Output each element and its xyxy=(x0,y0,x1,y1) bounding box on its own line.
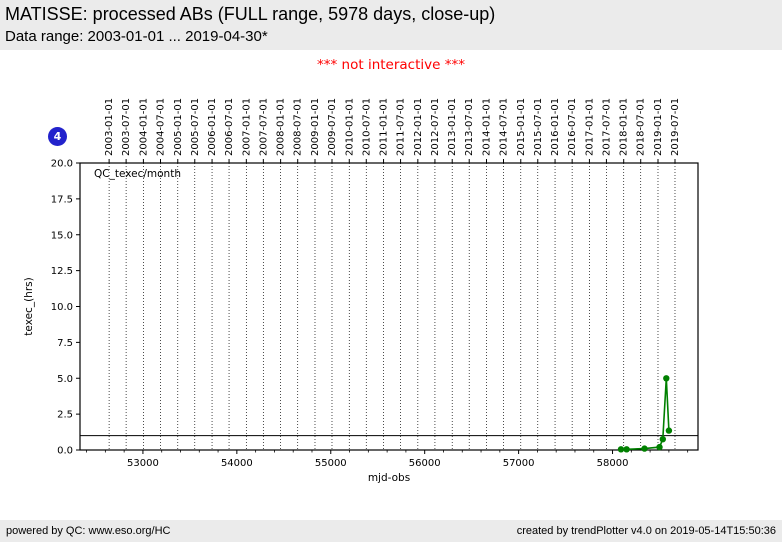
top-axis-date-label: 2015-07-01 xyxy=(533,98,544,156)
top-axis-date-label: 2006-07-01 xyxy=(224,98,235,156)
top-axis-date-label: 2017-01-01 xyxy=(584,98,595,156)
top-axis-date-label: 2010-01-01 xyxy=(344,98,355,156)
x-axis-tick-label: 55000 xyxy=(315,458,347,469)
x-axis-tick-label: 57000 xyxy=(503,458,535,469)
top-axis-date-label: 2019-01-01 xyxy=(653,98,664,156)
header: MATISSE: processed ABs (FULL range, 5978… xyxy=(0,0,782,50)
plot-count-badge[interactable]: 4 xyxy=(48,127,67,146)
top-axis-date-label: 2015-01-01 xyxy=(516,98,527,156)
top-axis-date-label: 2008-07-01 xyxy=(293,98,304,156)
top-axis-date-label: 2009-07-01 xyxy=(327,98,338,156)
x-axis-tick-label: 53000 xyxy=(127,458,159,469)
top-axis-date-label: 2005-07-01 xyxy=(190,98,201,156)
top-axis-date-label: 2018-01-01 xyxy=(619,98,630,156)
x-axis-tick-label: 56000 xyxy=(409,458,441,469)
data-point-marker xyxy=(623,446,630,453)
data-point-marker xyxy=(656,443,663,451)
page-title: MATISSE: processed ABs (FULL range, 5978… xyxy=(5,4,496,24)
y-axis-title: texec_(hrs) xyxy=(23,277,35,335)
top-axis-date-label: 2014-01-01 xyxy=(481,98,492,156)
legend-label: QC_texec/month xyxy=(94,168,181,180)
top-axis-date-label: 2010-07-01 xyxy=(361,98,372,156)
y-axis-tick-label: 7.5 xyxy=(57,338,73,349)
top-axis-date-label: 2004-01-01 xyxy=(138,98,149,156)
data-range-subtitle: Data range: 2003-01-01 ... 2019-04-30* xyxy=(5,28,268,45)
top-axis-date-label: 2017-07-01 xyxy=(601,98,612,156)
y-axis-tick-label: 0.0 xyxy=(57,446,73,457)
top-axis-date-label: 2003-07-01 xyxy=(121,98,132,156)
y-axis-tick-label: 5.0 xyxy=(57,374,73,385)
top-axis-date-label: 2013-07-01 xyxy=(464,98,475,156)
top-axis-date-label: 2009-01-01 xyxy=(310,98,321,156)
top-axis-date-label: 2006-01-01 xyxy=(207,98,218,156)
y-axis-tick-label: 20.0 xyxy=(51,159,73,170)
data-point-marker xyxy=(617,446,625,453)
data-point-marker xyxy=(665,427,673,434)
footer-powered-by: powered by QC: www.eso.org/HC xyxy=(6,525,171,537)
trend-plot-svg: 2003-01-01 2003-07-01 2004-01-01 2004-07-01… xyxy=(23,98,699,484)
data-point-marker xyxy=(641,445,648,452)
top-axis-date-label: 2007-01-01 xyxy=(241,98,252,156)
x-axis-tick-label: 54000 xyxy=(221,458,253,469)
plot-frame xyxy=(79,162,699,451)
top-axis-date-label: 2016-01-01 xyxy=(550,98,561,156)
top-axis-date-label: 2012-07-01 xyxy=(430,98,441,156)
not-interactive-notice: *** not interactive *** xyxy=(317,57,465,73)
top-axis-date-label: 2011-01-01 xyxy=(379,98,390,156)
data-point-marker xyxy=(659,436,666,443)
data-point-marker xyxy=(663,375,670,382)
top-axis-date-label: 2016-07-01 xyxy=(567,98,578,156)
footer-created-by: created by trendPlotter v4.0 on 2019-05-… xyxy=(516,525,776,537)
x-axis-title: mjd-obs xyxy=(368,472,410,484)
top-axis-date-label: 2011-07-01 xyxy=(396,98,407,156)
top-axis-date-label: 2008-01-01 xyxy=(276,98,287,156)
y-axis-tick-label: 10.0 xyxy=(51,302,73,313)
y-axis-tick-label: 12.5 xyxy=(51,266,73,277)
y-axis-tick-label: 2.5 xyxy=(57,410,73,421)
y-axis-tick-label: 15.0 xyxy=(51,230,73,241)
top-axis-date-label: 2013-01-01 xyxy=(447,98,458,156)
top-axis-date-label: 2004-07-01 xyxy=(155,98,166,156)
footer: powered by QC: www.eso.org/HC created by… xyxy=(0,520,782,542)
y-axis-tick-label: 17.5 xyxy=(51,194,73,205)
top-axis-date-label: 2018-07-01 xyxy=(636,98,647,156)
top-axis-date-label: 2019-07-01 xyxy=(670,98,681,156)
top-axis-date-label: 2007-07-01 xyxy=(258,98,269,156)
top-axis-date-label: 2005-01-01 xyxy=(173,98,184,156)
top-axis-date-label: 2012-01-01 xyxy=(413,98,424,156)
top-axis-date-label: 2003-01-01 xyxy=(104,98,115,156)
top-axis-date-label: 2014-07-01 xyxy=(498,98,509,156)
x-axis-tick-label: 58000 xyxy=(597,458,629,469)
